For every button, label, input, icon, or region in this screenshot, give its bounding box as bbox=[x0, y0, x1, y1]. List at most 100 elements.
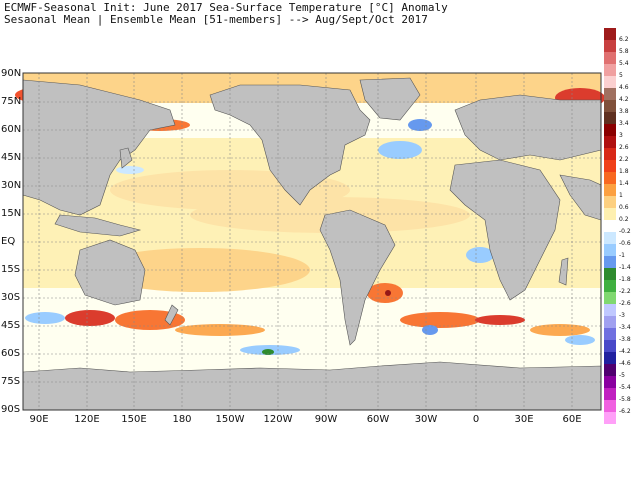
colorbar-tick-label: -3.4 bbox=[619, 324, 631, 331]
colorbar-swatch bbox=[604, 40, 616, 52]
colorbar-tick-label: -1.4 bbox=[619, 264, 631, 271]
north-america bbox=[209, 84, 371, 206]
madagascar bbox=[558, 257, 569, 286]
subpolar-atlantic-cool bbox=[408, 119, 432, 131]
colorbar-swatch bbox=[604, 328, 616, 340]
colorbar-tick-label: -2.2 bbox=[619, 288, 631, 295]
title-line-2: Sesaonal Mean | Ensemble Mean [51-member… bbox=[4, 13, 428, 26]
colorbar-swatch bbox=[604, 292, 616, 304]
south-america bbox=[319, 209, 396, 346]
colorbar-swatch bbox=[604, 112, 616, 124]
colorbar-tick-label: 0.2 bbox=[619, 216, 629, 223]
colorbar-swatch bbox=[604, 364, 616, 376]
lon-label: 150W bbox=[215, 414, 245, 425]
colorbar-tick-label: -5 bbox=[619, 372, 625, 379]
africa bbox=[449, 159, 561, 301]
lon-label: 120W bbox=[263, 414, 293, 425]
argentine-hot-core bbox=[385, 290, 391, 296]
lat-label: 60S bbox=[1, 348, 21, 359]
cool-anomaly-layer bbox=[25, 119, 595, 355]
lat-label: 75N bbox=[1, 96, 22, 107]
colorbar-tick-label: 4.2 bbox=[619, 96, 629, 103]
lon-label: 180 bbox=[172, 414, 192, 425]
colorbar-tick-label: 5.8 bbox=[619, 48, 629, 55]
colorbar-swatch bbox=[604, 256, 616, 268]
colorbar-swatch bbox=[604, 76, 616, 88]
colorbar-tick-label: 0.6 bbox=[619, 204, 629, 211]
colorbar-swatch bbox=[604, 124, 616, 136]
colorbar-swatch bbox=[604, 340, 616, 352]
south-pacific-warm-band bbox=[175, 324, 265, 336]
lat-label: EQ bbox=[1, 236, 16, 247]
lon-label: 120E bbox=[74, 414, 100, 425]
colorbar-swatch bbox=[604, 376, 616, 388]
west-pacific-cool bbox=[116, 166, 144, 174]
colorbar-tick-label: 5.4 bbox=[619, 60, 629, 67]
colorbar-swatch bbox=[604, 304, 616, 316]
colorbar-tick-label: -1 bbox=[619, 252, 625, 259]
colorbar-tick-label: -0.6 bbox=[619, 240, 631, 247]
colorbar-tick-label: -4.2 bbox=[619, 348, 631, 355]
land-layer bbox=[22, 77, 602, 411]
colorbar-swatch bbox=[604, 136, 616, 148]
lat-label: 75S bbox=[1, 376, 21, 387]
colorbar-swatch bbox=[604, 88, 616, 100]
colorbar-tick-label: 6.2 bbox=[619, 36, 629, 43]
south-atlantic-cool bbox=[466, 247, 494, 263]
colorbar-tick-label: -4.6 bbox=[619, 360, 631, 367]
colorbar-tick-label: 3.4 bbox=[619, 120, 629, 127]
drake-cool bbox=[422, 325, 438, 335]
lat-label: 30S bbox=[1, 292, 21, 303]
colorbar-swatch bbox=[604, 208, 616, 220]
australia bbox=[74, 239, 146, 306]
colorbar-swatch bbox=[604, 280, 616, 292]
asia-east bbox=[22, 79, 176, 216]
lat-label: 60N bbox=[1, 124, 22, 135]
south-indian-cool bbox=[25, 312, 65, 324]
lon-label: 0 bbox=[472, 414, 480, 425]
colorbar-tick-label: -5.8 bbox=[619, 396, 631, 403]
colorbar-tick-label: 5 bbox=[619, 72, 623, 79]
south-indian-east-cool bbox=[565, 335, 595, 345]
colorbar-swatch bbox=[604, 148, 616, 160]
colorbar-swatch bbox=[604, 160, 616, 172]
colorbar-tick-label: -3.8 bbox=[619, 336, 631, 343]
colorbar-swatch bbox=[604, 388, 616, 400]
lat-label: 90N bbox=[1, 68, 22, 79]
colorbar-tick-label: -0.2 bbox=[619, 228, 631, 235]
colorbar-swatch bbox=[604, 172, 616, 184]
colorbar-tick-label: -5.4 bbox=[619, 384, 631, 391]
colorbar-swatch bbox=[604, 220, 616, 232]
lon-label: 90E bbox=[29, 414, 49, 425]
colorbar-tick-label: -1.8 bbox=[619, 276, 631, 283]
lat-label: 15N bbox=[1, 208, 22, 219]
colorbar-tick-label: 3.8 bbox=[619, 108, 629, 115]
colorbar-tick-label: -2.6 bbox=[619, 300, 631, 307]
lat-label: 15S bbox=[1, 264, 21, 275]
colorbar-tick-label: 2.2 bbox=[619, 156, 629, 163]
colorbar-swatch bbox=[604, 196, 616, 208]
colorbar-tick-label: 1 bbox=[619, 192, 623, 199]
colorbar-tick-label: -6.2 bbox=[619, 408, 631, 415]
colorbar-tick-label: 4.6 bbox=[619, 84, 629, 91]
lon-label: 150E bbox=[121, 414, 147, 425]
lon-label: 30E bbox=[514, 414, 534, 425]
map-frame bbox=[22, 72, 602, 411]
colorbar-swatch bbox=[604, 184, 616, 196]
lon-label: 30W bbox=[414, 414, 438, 425]
lat-label: 30N bbox=[1, 180, 22, 191]
greenland bbox=[359, 77, 421, 121]
graticule bbox=[23, 73, 601, 410]
japan bbox=[119, 147, 133, 169]
colorbar-swatch bbox=[604, 268, 616, 280]
south-atlantic-warm-band bbox=[400, 312, 480, 328]
colorbar-tick-label: 3 bbox=[619, 132, 623, 139]
new-zealand bbox=[164, 304, 179, 326]
north-atlantic-cool-spot bbox=[378, 141, 422, 159]
colorbar-swatch bbox=[604, 52, 616, 64]
south-pacific-cold-core bbox=[262, 349, 274, 355]
maritime-continent bbox=[54, 214, 142, 237]
lat-label: 45S bbox=[1, 320, 21, 331]
lon-label: 90W bbox=[314, 414, 338, 425]
south-indian-east-warm bbox=[530, 324, 590, 336]
